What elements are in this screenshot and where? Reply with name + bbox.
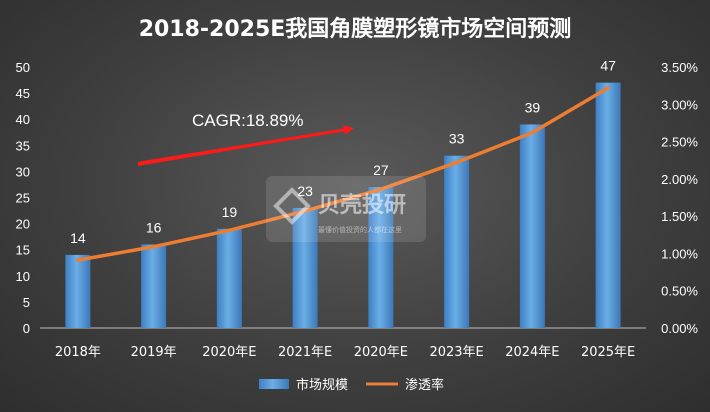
- left-tick-label: 30: [16, 164, 30, 179]
- category-labels: 2018年 2019年 2020年E 2021年E 2020年E 2023年E 2024年E…: [55, 345, 635, 360]
- category-label: 2021年E: [278, 345, 332, 360]
- left-tick-label: 35: [16, 138, 30, 153]
- right-axis: 0.00% 0.50% 1.00% 1.50% 2.00% 2.50% 3.00% 3.50%: [661, 60, 698, 336]
- left-tick-label: 25: [16, 191, 30, 206]
- bar-series: [65, 82, 621, 328]
- bar: [595, 82, 621, 328]
- right-tick-label: 2.50%: [661, 135, 698, 150]
- cagr-arrow-icon: [138, 125, 354, 166]
- bar-data-label: 33: [449, 131, 465, 147]
- bar: [519, 124, 545, 328]
- category-label: 2024年E: [505, 345, 559, 360]
- category-label: 2025年E: [581, 345, 635, 360]
- bar: [368, 187, 394, 328]
- left-tick-label: 45: [16, 86, 30, 101]
- bar-data-label: 19: [222, 204, 238, 220]
- watermark-subtext: 最懂价值投资的人都在这里: [318, 225, 402, 234]
- legend-bar-swatch: [259, 379, 289, 389]
- bar-data-labels: 14 16 19 23 27 33 39 47: [70, 58, 616, 246]
- penetration-line: [76, 86, 610, 262]
- legend-item-line: 渗透率: [405, 377, 444, 393]
- left-tick-label: 50: [16, 60, 30, 75]
- right-tick-label: 1.00%: [661, 246, 698, 261]
- bar-data-label: 39: [525, 99, 541, 115]
- bar-data-label: 14: [70, 230, 86, 246]
- left-axis: 0 5 10 15 20 25 30 35 40 45 50: [16, 60, 30, 336]
- left-tick-label: 15: [16, 243, 30, 258]
- bar: [292, 207, 318, 328]
- watermark-text: 贝壳投研: [318, 193, 406, 218]
- right-tick-label: 1.50%: [661, 209, 698, 224]
- left-tick-label: 20: [16, 217, 30, 232]
- watermark: 贝壳投研 最懂价值投资的人都在这里: [266, 176, 426, 242]
- line-series: [76, 86, 610, 262]
- bar: [141, 244, 167, 328]
- legend: 市场规模 渗透率: [259, 377, 444, 393]
- right-tick-label: 2.00%: [661, 172, 698, 187]
- bar-data-label: 47: [600, 58, 616, 74]
- bar: [65, 254, 91, 328]
- legend-item-bar: 市场规模: [296, 377, 348, 393]
- category-label: 2023年E: [429, 345, 483, 360]
- chart-title: 2018-2025E我国角膜塑形镜市场空间预测: [139, 16, 572, 42]
- category-label: 2019年: [131, 345, 177, 360]
- category-label: 2020年E: [202, 345, 256, 360]
- cagr-annotation: CAGR:18.89%: [192, 111, 304, 130]
- watermark-logo-icon: [273, 187, 311, 225]
- right-tick-label: 0.50%: [661, 284, 698, 299]
- bar: [444, 155, 470, 328]
- bar-data-label: 27: [373, 162, 389, 178]
- category-label: 2020年E: [354, 345, 408, 360]
- category-label: 2018年: [55, 345, 101, 360]
- right-tick-label: 3.50%: [661, 60, 698, 75]
- left-tick-label: 5: [23, 295, 30, 310]
- left-tick-label: 40: [16, 112, 30, 127]
- bar: [216, 228, 242, 328]
- right-tick-label: 3.00%: [661, 97, 698, 112]
- left-tick-label: 10: [16, 269, 30, 284]
- left-tick-label: 0: [23, 321, 30, 336]
- right-tick-label: 0.00%: [661, 321, 698, 336]
- bar-data-label: 23: [297, 183, 313, 199]
- bar-data-label: 16: [146, 219, 162, 235]
